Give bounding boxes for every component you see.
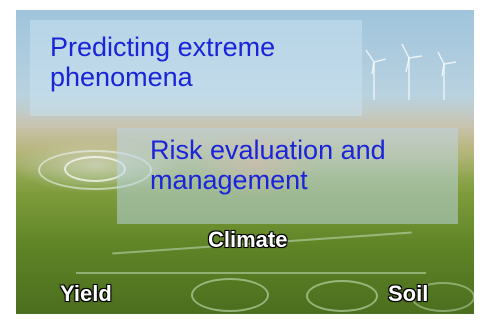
- predicting-extreme-phenomena-text: Predicting extreme phenomena: [50, 32, 360, 92]
- risk-evaluation-text: Risk evaluation and management: [150, 135, 460, 195]
- soil-label: Soil: [388, 281, 429, 306]
- hud-line-lower: [76, 272, 426, 274]
- title1-line1: Predicting extreme: [50, 32, 276, 62]
- text-box-risk: [117, 128, 458, 224]
- title2-line2: management: [150, 165, 308, 196]
- yield-label: Yield: [60, 281, 112, 306]
- climate-label: Climate: [208, 227, 288, 252]
- hud-ring-center: [306, 280, 378, 312]
- text-box-predicting: [30, 20, 362, 116]
- wind-turbines-illustration: [365, 43, 457, 100]
- title2-line1: Risk evaluation and: [150, 135, 386, 165]
- hud-ring-right: [411, 282, 474, 312]
- hud-ring-left: [191, 278, 269, 312]
- title1-line2: phenomena: [50, 62, 193, 93]
